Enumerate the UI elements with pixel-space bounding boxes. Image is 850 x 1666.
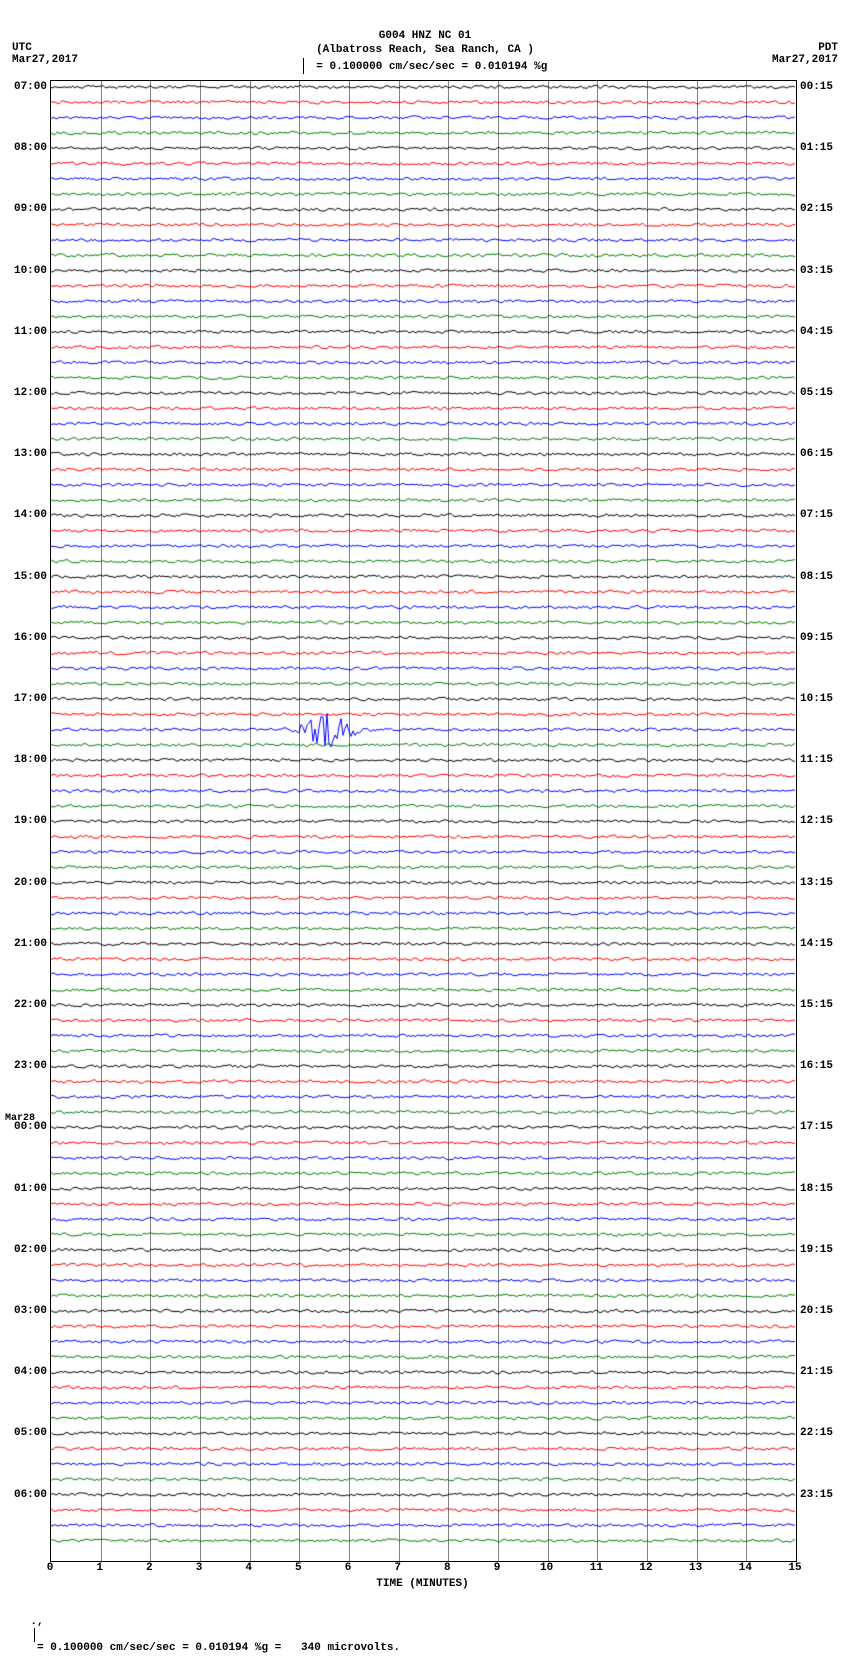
utc-hour-label: 08:00 — [3, 142, 47, 154]
utc-hour-label: 15:00 — [3, 571, 47, 583]
pdt-hour-label: 05:15 — [800, 387, 846, 399]
x-tick-label: 8 — [444, 1562, 451, 1574]
utc-hour-label: 10:00 — [3, 265, 47, 277]
pdt-hour-label: 10:15 — [800, 693, 846, 705]
utc-hour-label: 19:00 — [3, 815, 47, 827]
utc-hour-label: 13:00 — [3, 448, 47, 460]
x-tick-label: 0 — [47, 1562, 54, 1574]
x-tick-label: 5 — [295, 1562, 302, 1574]
pdt-hour-label: 12:15 — [800, 815, 846, 827]
pdt-hour-label: 17:15 — [800, 1121, 846, 1133]
utc-hour-label: 01:00 — [3, 1183, 47, 1195]
utc-hour-label: 05:00 — [3, 1427, 47, 1439]
footer-marker: ., — [30, 1616, 43, 1628]
utc-hour-label: 06:00 — [3, 1489, 47, 1501]
pdt-hour-label: 21:15 — [800, 1366, 846, 1378]
utc-hour-label: 21:00 — [3, 938, 47, 950]
footer-scale: ., = 0.100000 cm/sec/sec = 0.010194 %g =… — [4, 1604, 850, 1666]
day-break-label: Mar28 — [5, 1113, 35, 1124]
x-tick-label: 2 — [146, 1562, 153, 1574]
x-tick-label: 4 — [245, 1562, 252, 1574]
x-tick-label: 9 — [494, 1562, 501, 1574]
pdt-hour-label: 14:15 — [800, 938, 846, 950]
pdt-hour-label: 06:15 — [800, 448, 846, 460]
utc-hour-label: 17:00 — [3, 693, 47, 705]
utc-hour-label: 18:00 — [3, 754, 47, 766]
x-tick-label: 11 — [590, 1562, 603, 1574]
x-tick-label: 12 — [639, 1562, 652, 1574]
scale-text: = 0.100000 cm/sec/sec = 0.010194 %g — [316, 60, 547, 72]
seismogram-traces — [51, 81, 796, 1561]
utc-hour-label: 03:00 — [3, 1305, 47, 1317]
x-axis-title: TIME (MINUTES) — [50, 1578, 795, 1590]
header: UTC Mar27,2017 G004 HNZ NC 01 (Albatross… — [0, 0, 850, 80]
pdt-hour-label: 03:15 — [800, 265, 846, 277]
pdt-date: Mar27,2017 — [772, 54, 838, 66]
pdt-hour-label: 15:15 — [800, 999, 846, 1011]
pdt-hour-label: 07:15 — [800, 509, 846, 521]
pdt-hour-label: 02:15 — [800, 203, 846, 215]
utc-hour-label: 23:00 — [3, 1060, 47, 1072]
footer-text: = 0.100000 cm/sec/sec = 0.010194 %g = 34… — [30, 1642, 400, 1654]
pdt-hour-label: 20:15 — [800, 1305, 846, 1317]
utc-hour-label: 07:00 — [3, 81, 47, 93]
pdt-label: PDT — [772, 42, 838, 54]
utc-hour-label: 22:00 — [3, 999, 47, 1011]
station-location: (Albatross Reach, Sea Ranch, CA ) — [0, 44, 850, 58]
pdt-hour-label: 16:15 — [800, 1060, 846, 1072]
utc-hour-label: 09:00 — [3, 203, 47, 215]
x-tick-label: 13 — [689, 1562, 702, 1574]
x-tick-label: 15 — [788, 1562, 801, 1574]
pdt-hour-label: 23:15 — [800, 1489, 846, 1501]
x-tick-label: 14 — [739, 1562, 752, 1574]
scale-bar-icon — [34, 1628, 35, 1642]
x-axis-labels: TIME (MINUTES) 0123456789101112131415 — [50, 1562, 795, 1598]
station-id: G004 HNZ NC 01 — [0, 30, 850, 44]
pdt-hour-label: 08:15 — [800, 571, 846, 583]
x-tick-label: 3 — [196, 1562, 203, 1574]
utc-hour-label: 20:00 — [3, 877, 47, 889]
utc-hour-label: 16:00 — [3, 632, 47, 644]
seismogram-container: UTC Mar27,2017 G004 HNZ NC 01 (Albatross… — [0, 0, 850, 1666]
pdt-hour-label: 00:15 — [800, 81, 846, 93]
utc-hour-label: 04:00 — [3, 1366, 47, 1378]
utc-hour-label: 02:00 — [3, 1244, 47, 1256]
pdt-hour-label: 13:15 — [800, 877, 846, 889]
x-tick-label: 6 — [345, 1562, 352, 1574]
header-title: G004 HNZ NC 01 (Albatross Reach, Sea Ran… — [0, 30, 850, 74]
scale-indicator: = 0.100000 cm/sec/sec = 0.010194 %g — [303, 58, 548, 75]
pdt-hour-label: 09:15 — [800, 632, 846, 644]
x-tick-label: 1 — [96, 1562, 103, 1574]
pdt-hour-label: 01:15 — [800, 142, 846, 154]
x-tick-label: 7 — [394, 1562, 401, 1574]
pdt-hour-label: 04:15 — [800, 326, 846, 338]
utc-hour-label: 12:00 — [3, 387, 47, 399]
pdt-hour-label: 11:15 — [800, 754, 846, 766]
header-right: PDT Mar27,2017 — [772, 42, 838, 66]
helicorder-plot: 07:0008:0009:0010:0011:0012:0013:0014:00… — [50, 80, 797, 1562]
utc-hour-label: 14:00 — [3, 509, 47, 521]
scale-bar-icon — [303, 58, 304, 74]
pdt-hour-label: 18:15 — [800, 1183, 846, 1195]
utc-hour-label: 11:00 — [3, 326, 47, 338]
x-tick-label: 10 — [540, 1562, 553, 1574]
pdt-hour-label: 19:15 — [800, 1244, 846, 1256]
pdt-hour-label: 22:15 — [800, 1427, 846, 1439]
